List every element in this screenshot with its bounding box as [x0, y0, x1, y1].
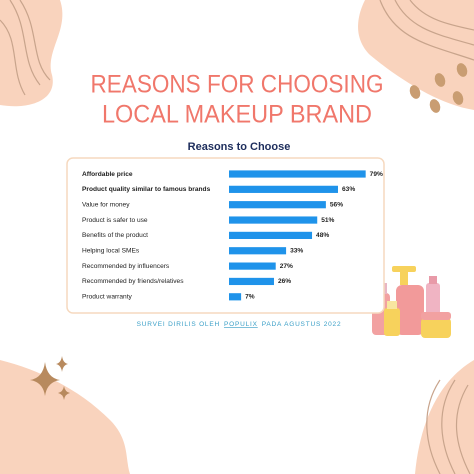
- category-label: Product quality similar to famous brands: [82, 186, 211, 193]
- value-label: 51%: [321, 217, 334, 224]
- value-label: 63%: [342, 186, 355, 193]
- value-label: 48%: [316, 232, 329, 239]
- title-line: REASONS FOR CHOOSING: [91, 71, 384, 99]
- value-label: 27%: [280, 263, 293, 270]
- bar: [229, 185, 338, 193]
- bar: [229, 247, 287, 255]
- source-note: SURVEI DIRILIS OLEH POPULIX PADA AGUSTUS 2…: [137, 321, 342, 328]
- category-label: Helping local SMEs: [82, 248, 140, 255]
- value-label: 33%: [290, 248, 303, 255]
- bar: [229, 216, 318, 224]
- category-label: Recommended by influencers: [82, 263, 170, 270]
- bar: [229, 201, 326, 209]
- category-label: Product warranty: [82, 294, 133, 301]
- bar: [229, 277, 274, 286]
- source-link: POPULIX: [224, 321, 258, 328]
- source-part: SURVEI DIRILIS OLEH: [137, 321, 220, 328]
- category-label: Benefits of the product: [82, 232, 148, 239]
- source-part: PADA AGUSTUS 2022: [262, 321, 342, 328]
- category-label: Recommended by friends/relatives: [82, 278, 184, 285]
- bar: [229, 170, 366, 178]
- value-label: 26%: [278, 278, 291, 285]
- category-label: Affordable price: [82, 171, 133, 178]
- value-label: 56%: [330, 201, 343, 208]
- value-label: 7%: [245, 294, 255, 301]
- title-line: LOCAL MAKEUP BRAND: [102, 101, 372, 129]
- category-label: Product is safer to use: [82, 217, 148, 224]
- category-label: Value for money: [82, 201, 130, 208]
- chart-card: [66, 157, 385, 314]
- value-label: 79%: [370, 171, 383, 178]
- chart-subtitle: Reasons to Choose: [188, 141, 291, 153]
- bar: [229, 262, 276, 270]
- bar: [229, 231, 313, 239]
- bar: [229, 293, 242, 301]
